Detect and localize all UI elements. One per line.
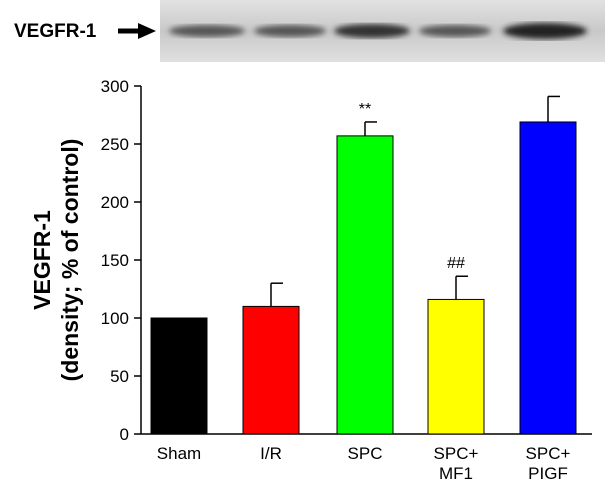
bar	[427, 298, 485, 435]
x-tick-label: I/R	[260, 444, 282, 463]
error-bar	[455, 275, 468, 300]
bar	[150, 317, 208, 435]
y-tick-label: 300	[101, 77, 129, 96]
y-tick-label: 50	[110, 367, 129, 386]
bar	[336, 135, 394, 435]
y-axis-title: (density; % of control)	[57, 139, 83, 382]
error-bar	[270, 282, 283, 307]
y-tick-label: 200	[101, 193, 129, 212]
blot-arrow	[118, 23, 156, 39]
x-tick-label: SPC+ MF1	[434, 444, 479, 483]
bar	[519, 121, 577, 435]
x-tick-label: SPC	[348, 444, 383, 463]
annotation: ##	[447, 255, 465, 272]
y-tick-label: 150	[101, 251, 129, 270]
y-tick-label: 250	[101, 135, 129, 154]
y-tick-label: 0	[120, 425, 129, 444]
blot-image	[160, 0, 605, 62]
y-tick-label: 100	[101, 309, 129, 328]
y-axis-title: VEGFR-1	[29, 210, 55, 310]
error-bar	[364, 121, 377, 136]
x-tick-label: Sham	[157, 444, 201, 463]
blot-label: VEGFR-1	[14, 21, 97, 42]
bar	[242, 305, 300, 435]
annotation: **	[359, 101, 371, 118]
x-tick-label: SPC+ PIGF	[526, 444, 571, 483]
error-bar	[547, 95, 560, 122]
